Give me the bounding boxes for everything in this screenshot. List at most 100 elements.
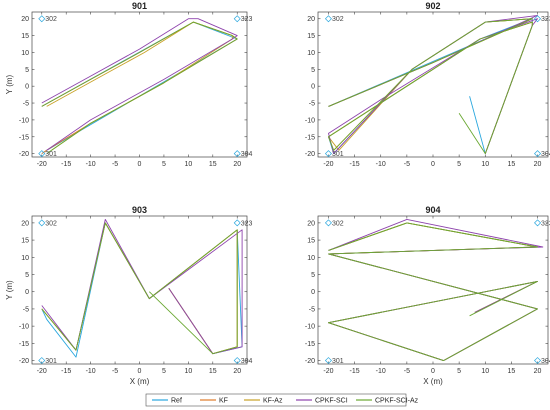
anchor-marker bbox=[233, 219, 241, 227]
subplot-903: 903 -20 -15 -10 -5 0 5 10 15 20 -20 -15 -10 -5 0 5 10 15 2… bbox=[5, 205, 253, 386]
panel-title: 903 bbox=[132, 205, 147, 215]
x-tick-label: -20 bbox=[37, 161, 47, 168]
x-tick-label: -5 bbox=[112, 161, 118, 168]
x-tick-label: -15 bbox=[61, 368, 71, 375]
axes-box bbox=[317, 215, 549, 365]
y-tick-label: 0 bbox=[311, 84, 315, 91]
y-tick-label: 10 bbox=[307, 50, 315, 57]
anchor-label: 302 bbox=[332, 16, 344, 23]
x-tick-label: 10 bbox=[481, 368, 489, 375]
anchor-label: 323 bbox=[241, 220, 253, 227]
x-tick-label: 15 bbox=[508, 368, 516, 375]
panel-title: 904 bbox=[425, 205, 440, 215]
y-axis-label: Y (m) bbox=[5, 280, 14, 300]
subplot-904: 904 -20 -15 -10 -5 0 5 10 15 20 -20 -15 -10 -5 0 5 10 15 2… bbox=[305, 205, 550, 386]
anchor-marker bbox=[324, 150, 332, 158]
y-tick-label: 10 bbox=[307, 255, 315, 262]
y-tick-label: -10 bbox=[19, 117, 29, 124]
anchor-marker bbox=[38, 357, 46, 365]
x-tick-label: -20 bbox=[323, 161, 333, 168]
y-tick-label: 5 bbox=[311, 67, 315, 74]
x-tick-label: 15 bbox=[508, 161, 516, 168]
anchor-label: 301 bbox=[332, 358, 344, 365]
anchor-label: 301 bbox=[332, 151, 344, 158]
x-tick-label: 15 bbox=[209, 368, 217, 375]
x-tick-label: -10 bbox=[86, 161, 96, 168]
x-tick-label: 5 bbox=[457, 161, 461, 168]
x-tick-label: 20 bbox=[233, 368, 241, 375]
y-tick-label: -10 bbox=[19, 324, 29, 331]
x-tick-label: -15 bbox=[61, 161, 71, 168]
y-tick-label: -15 bbox=[305, 341, 315, 348]
axes-box bbox=[317, 11, 549, 158]
anchor-label: 304 bbox=[541, 358, 550, 365]
x-tick-label: -10 bbox=[376, 368, 386, 375]
y-tick-label: -20 bbox=[19, 151, 29, 158]
y-tick-label: 20 bbox=[21, 16, 29, 23]
legend-entry: KF bbox=[200, 398, 228, 405]
y-tick-label: -20 bbox=[305, 358, 315, 365]
y-tick-label: 5 bbox=[311, 272, 315, 279]
anchor-label: 301 bbox=[45, 151, 57, 158]
y-tick-label: 15 bbox=[307, 238, 315, 245]
y-tick-label: 0 bbox=[311, 289, 315, 296]
legend-entry: CPKF-SCI bbox=[296, 398, 348, 405]
x-tick-label: 5 bbox=[162, 368, 166, 375]
legend: Ref KF KF-Az CPKF-SCI CPKF-SCI-Az bbox=[145, 393, 419, 407]
y-tick-label: -20 bbox=[305, 151, 315, 158]
legend-label: Ref bbox=[171, 398, 182, 405]
y-tick-label: -10 bbox=[305, 324, 315, 331]
legend-entry: KF-Az bbox=[244, 398, 283, 405]
anchor-label: 323 bbox=[541, 220, 550, 227]
anchor-marker bbox=[534, 15, 542, 23]
x-tick-label: -5 bbox=[404, 161, 410, 168]
y-tick-label: -5 bbox=[309, 101, 315, 108]
anchor-label: 304 bbox=[241, 151, 253, 158]
y-tick-label: -5 bbox=[23, 306, 29, 313]
x-tick-label: -5 bbox=[404, 368, 410, 375]
y-tick-label: 0 bbox=[25, 84, 29, 91]
y-tick-label: 10 bbox=[21, 255, 29, 262]
x-tick-label: -20 bbox=[323, 368, 333, 375]
y-tick-label: -15 bbox=[19, 134, 29, 141]
legend-label: KF bbox=[219, 398, 228, 405]
anchor-marker bbox=[324, 357, 332, 365]
legend-entry: Ref bbox=[152, 398, 182, 405]
x-tick-label: 5 bbox=[457, 368, 461, 375]
y-tick-label: 20 bbox=[21, 220, 29, 227]
y-tick-label: 15 bbox=[21, 33, 29, 40]
subplot-grid: 901 -20 -15 -10 -5 0 5 10 15 20 -20 -15 -10 -5 0 5 10 15 2… bbox=[5, 1, 550, 386]
anchor-marker bbox=[534, 219, 542, 227]
x-tick-label: -20 bbox=[37, 368, 47, 375]
panel-title: 902 bbox=[425, 1, 440, 11]
y-tick-label: 10 bbox=[21, 50, 29, 57]
anchor-marker bbox=[324, 219, 332, 227]
panel-title: 901 bbox=[132, 1, 147, 11]
x-tick-label: 20 bbox=[534, 161, 542, 168]
anchor-label: 302 bbox=[45, 220, 57, 227]
anchor-label: 323 bbox=[541, 16, 550, 23]
series-line-cpkf-sci-az bbox=[328, 18, 533, 155]
x-axis-label: X (m) bbox=[130, 377, 150, 386]
y-axis-label: Y (m) bbox=[5, 74, 14, 94]
y-tick-label: 20 bbox=[307, 220, 315, 227]
axes-box bbox=[31, 11, 248, 158]
series-line-cpkf-sci bbox=[41, 18, 238, 151]
x-tick-label: 10 bbox=[481, 161, 489, 168]
y-tick-label: 0 bbox=[25, 289, 29, 296]
legend-label: CPKF-SCI bbox=[315, 398, 348, 405]
y-tick-label: -10 bbox=[305, 117, 315, 124]
y-tick-label: 5 bbox=[25, 67, 29, 74]
y-tick-label: 5 bbox=[25, 272, 29, 279]
series-line-cpkf-sci-az bbox=[41, 21, 238, 154]
y-tick-label: 15 bbox=[307, 33, 315, 40]
y-tick-label: -20 bbox=[19, 358, 29, 365]
x-tick-label: 0 bbox=[431, 368, 435, 375]
anchor-marker bbox=[324, 15, 332, 23]
anchor-marker bbox=[534, 150, 542, 158]
anchor-label: 302 bbox=[332, 220, 344, 227]
anchor-label: 323 bbox=[241, 16, 253, 23]
x-axis-label: X (m) bbox=[423, 377, 443, 386]
y-tick-label: -15 bbox=[305, 134, 315, 141]
anchor-marker bbox=[38, 150, 46, 158]
